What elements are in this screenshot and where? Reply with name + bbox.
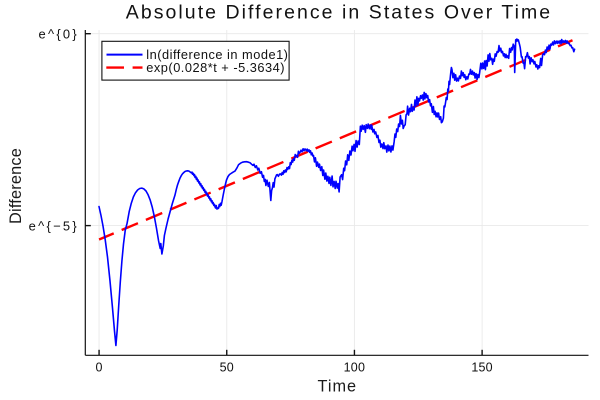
svg-text:ln(difference in mode1): ln(difference in mode1) <box>146 47 288 62</box>
svg-text:0: 0 <box>96 361 103 375</box>
svg-text:e^{0}: e^{0} <box>39 27 80 42</box>
svg-text:100: 100 <box>344 361 365 375</box>
svg-text:Absolute Difference in States: Absolute Difference in States Over Time <box>126 2 552 24</box>
svg-text:50: 50 <box>220 361 234 375</box>
svg-text:Time: Time <box>318 378 358 396</box>
svg-text:exp(0.028*t + -5.3634): exp(0.028*t + -5.3634) <box>146 60 285 75</box>
svg-text:e^{−5}: e^{−5} <box>29 219 79 234</box>
svg-text:Difference: Difference <box>7 148 25 224</box>
svg-text:150: 150 <box>471 361 492 375</box>
